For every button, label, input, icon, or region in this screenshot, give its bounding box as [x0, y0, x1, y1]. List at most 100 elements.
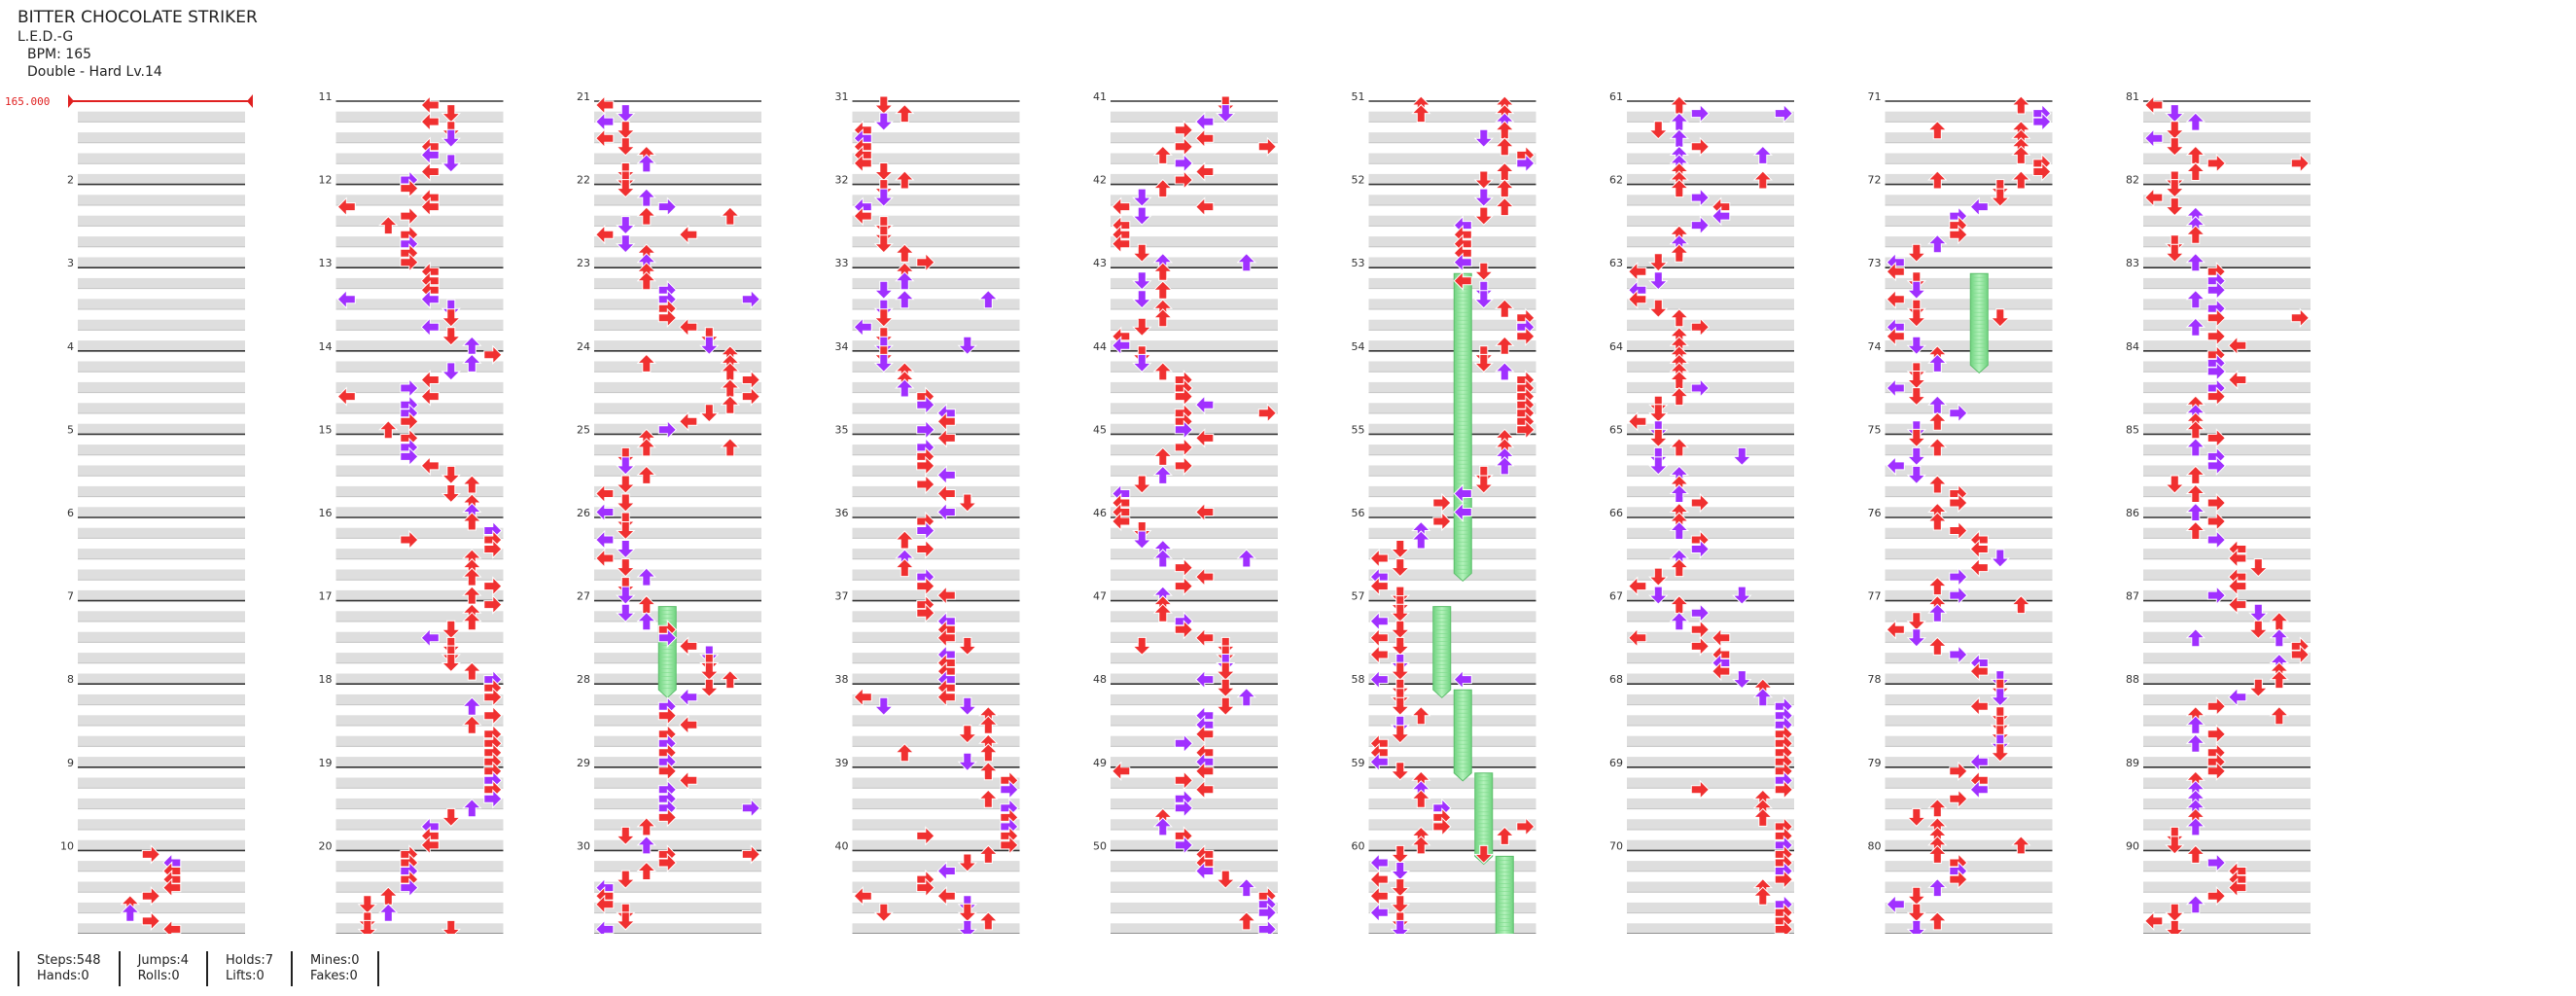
arrow-up-icon: [1152, 262, 1174, 281]
arrow-down-icon: [957, 752, 978, 772]
arrow-down-icon: [1132, 206, 1152, 226]
measure-number: 87: [2126, 590, 2139, 603]
arrow-up-icon: [636, 206, 657, 226]
arrow-right-icon: [916, 539, 935, 559]
measure-number: 82: [2126, 174, 2139, 187]
arrow-down-icon: [1906, 919, 1927, 934]
arrow-left-icon: [853, 317, 872, 338]
arrow-left-icon: [1195, 161, 1215, 182]
arrow-down-icon: [1473, 290, 1495, 309]
arrow-down-icon: [357, 919, 378, 934]
arrow-up-icon: [1669, 178, 1690, 198]
arrow-up-icon: [1927, 576, 1948, 596]
hold-body: [1432, 606, 1452, 698]
measure-number: 36: [835, 507, 849, 519]
measure-number: 69: [1609, 757, 1623, 769]
arrow-down-icon: [1216, 696, 1236, 716]
arrow-up-icon: [1495, 336, 1515, 355]
arrow-right-icon: [2206, 455, 2227, 477]
arrow-left-icon: [420, 111, 440, 132]
arrow-right-icon: [1516, 326, 1535, 347]
arrow-down-icon: [1390, 636, 1411, 657]
arrow-right-icon: [916, 455, 935, 477]
arrow-up-icon: [1152, 362, 1174, 381]
arrow-down-icon: [2165, 137, 2185, 157]
arrow-left-icon: [1886, 894, 1905, 915]
arrow-left-icon: [2144, 187, 2164, 208]
arrow-left-icon: [1453, 252, 1472, 272]
arrow-down-icon: [957, 336, 978, 356]
arrow-up-icon: [2185, 438, 2206, 457]
arrow-right-icon: [1774, 919, 1794, 934]
arrow-up-icon: [1752, 145, 1774, 164]
arrow-down-icon: [1990, 308, 2011, 328]
arrow-down-icon: [2165, 121, 2185, 140]
arrow-right-icon: [400, 446, 419, 467]
arrow-right-icon: [1174, 455, 1194, 477]
arrow-right-icon: [657, 196, 678, 217]
arrow-left-icon: [420, 317, 440, 338]
arrow-left-icon: [1369, 752, 1389, 772]
song-difficulty: Double - Hard Lv.14: [27, 64, 162, 80]
arrow-left-icon: [2144, 910, 2164, 932]
arrow-up-icon: [1927, 844, 1948, 864]
arrow-down-icon: [957, 636, 978, 657]
arrow-right-icon: [1690, 779, 1711, 800]
arrow-down-icon: [1648, 253, 1669, 272]
arrow-up-icon: [378, 420, 399, 440]
arrow-up-icon: [2185, 483, 2206, 503]
arrow-left-icon: [1195, 394, 1215, 415]
arrow-left-icon: [1112, 196, 1131, 217]
arrow-left-icon: [1195, 779, 1215, 800]
arrow-right-icon: [483, 344, 503, 366]
arrow-right-icon: [657, 307, 678, 329]
arrow-down-icon: [1906, 628, 1927, 648]
arrow-right-icon: [916, 474, 935, 495]
arrow-right-icon: [2206, 585, 2227, 606]
arrow-down-icon: [616, 179, 636, 198]
arrow-down-icon: [2248, 603, 2269, 622]
arrow-right-icon: [1949, 761, 1968, 782]
arrow-down-icon: [1132, 243, 1152, 263]
arrow-up-icon: [978, 762, 999, 781]
measure-number: 53: [1352, 257, 1365, 269]
arrow-up-icon: [978, 844, 999, 864]
measure-number: 71: [1868, 90, 1882, 103]
jumps-count: Jumps:4: [137, 953, 189, 968]
steps-count: Steps:548: [37, 953, 101, 968]
arrow-right-icon: [2032, 161, 2052, 182]
holds-count: Holds:7: [226, 953, 274, 968]
measure-number: 9: [67, 757, 74, 769]
arrow-up-icon: [2185, 252, 2206, 272]
arrow-left-icon: [2228, 336, 2247, 356]
arrow-right-icon: [400, 377, 419, 399]
arrow-down-icon: [1906, 371, 1927, 390]
arrow-down-icon: [1216, 661, 1236, 681]
arrow-right-icon: [2206, 307, 2227, 329]
arrow-right-icon: [1257, 919, 1278, 934]
measure-number: 63: [1609, 257, 1623, 269]
arrow-up-icon: [1669, 128, 1690, 148]
measure-number: 70: [1609, 839, 1623, 852]
measure-number: 49: [1093, 757, 1107, 769]
arrow-down-icon: [1473, 262, 1495, 281]
measure-number: 35: [835, 423, 849, 436]
hold-body: [1474, 772, 1494, 866]
arrow-left-icon: [1453, 483, 1472, 504]
arrow-up-icon: [2185, 502, 2206, 521]
arrow-right-icon: [1174, 437, 1194, 458]
measure-number: 37: [835, 590, 849, 603]
arrow-up-icon: [1752, 687, 1774, 707]
arrow-left-icon: [420, 94, 440, 116]
arrow-left-icon: [336, 386, 356, 407]
arrow-up-icon: [720, 395, 741, 414]
arrow-up-icon: [1927, 353, 1948, 373]
arrow-up-icon: [636, 438, 657, 457]
measure-number: 8: [67, 673, 74, 686]
arrow-right-icon: [1516, 153, 1535, 174]
measure-number: 55: [1352, 423, 1365, 436]
measure-number: 48: [1093, 673, 1107, 686]
measure-number: 10: [60, 839, 74, 852]
arrow-left-icon: [1969, 779, 1989, 800]
arrow-left-icon: [1195, 761, 1215, 782]
